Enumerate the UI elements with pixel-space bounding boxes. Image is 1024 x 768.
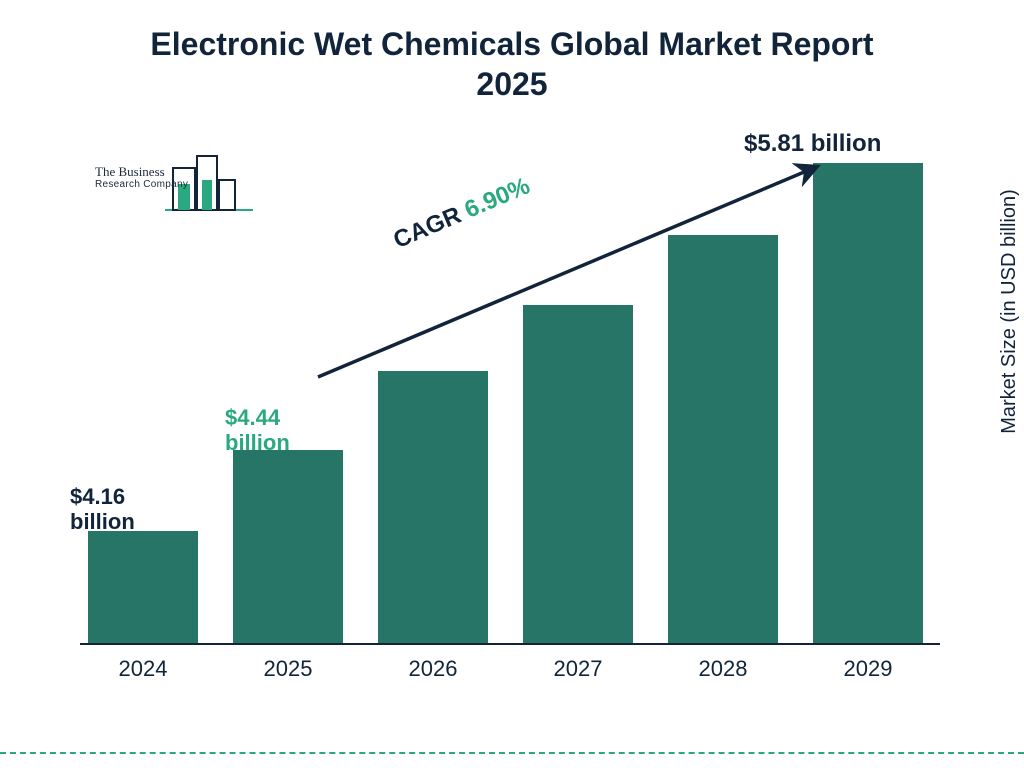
bar-2025 [233,450,343,643]
bar-2024 [88,531,198,643]
value-label-0: $4.16billion [70,484,135,535]
bar-2029 [813,163,923,643]
value-label-1: $4.44billion [225,405,290,456]
y-axis-title: Market Size (in USD billion) [999,189,1022,434]
x-tick-label: 2025 [264,656,313,682]
value-label-2: $5.81 billion [744,130,881,158]
bar-2027 [523,305,633,643]
chart-title: Electronic Wet Chemicals Global Market R… [0,24,1024,104]
x-tick-label: 2024 [119,656,168,682]
x-tick-label: 2028 [699,656,748,682]
x-tick-label: 2026 [409,656,458,682]
bar-2026 [378,371,488,643]
x-tick-label: 2027 [554,656,603,682]
bar-2028 [668,235,778,643]
chart-plot-area: 2024 2025 2026 2027 2028 2029 [80,130,940,690]
footer-divider [0,752,1024,754]
x-axis [80,643,940,645]
x-tick-label: 2029 [844,656,893,682]
